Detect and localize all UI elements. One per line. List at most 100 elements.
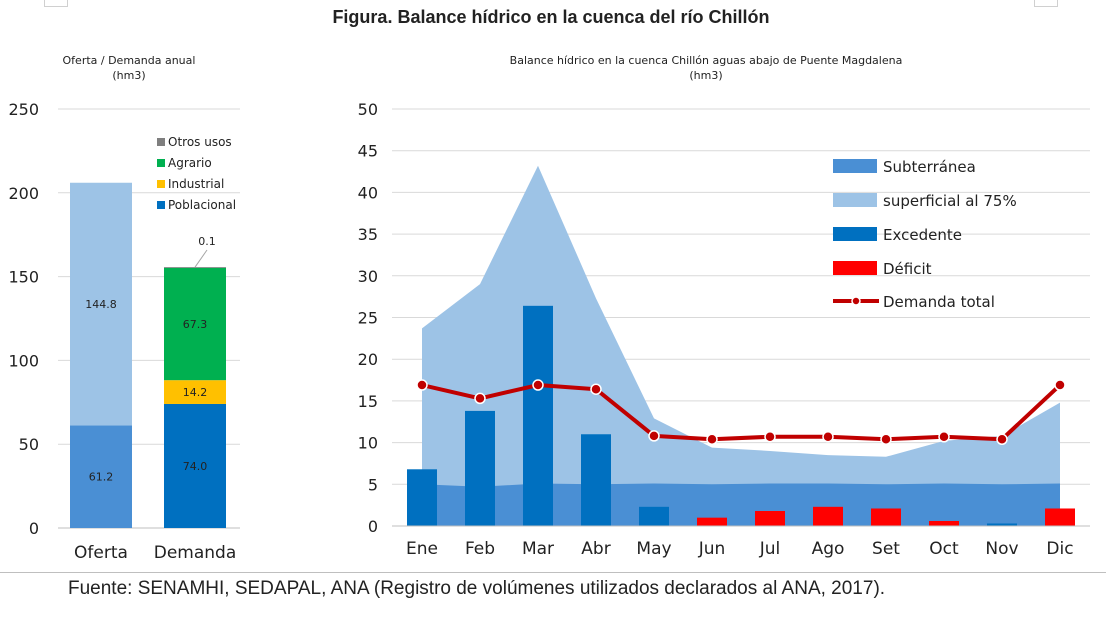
bar-segment [70, 182, 132, 426]
y-tick-label: 50 [358, 100, 378, 119]
x-tick-label: May [636, 539, 671, 559]
x-tick-label: Ene [406, 539, 438, 559]
figure-title: Figura. Balance hídrico en la cuenca del… [332, 7, 770, 27]
y-tick-label: 15 [358, 392, 378, 411]
bar-excedente [639, 506, 669, 526]
point-demanda-total [1054, 379, 1066, 391]
x-tick-label: Abr [581, 539, 610, 559]
point-demanda-total [880, 433, 892, 446]
y-tick-label: 30 [358, 267, 378, 286]
y-tick-label: 50 [19, 435, 39, 454]
bar-excedente [407, 469, 437, 526]
x-tick-label: Oferta [74, 543, 128, 563]
callout-line [194, 249, 208, 268]
point-demanda-total [590, 383, 602, 395]
chart-canvas: Oferta / Demanda anual (hm3) 05010015020… [8, 54, 1090, 563]
bar-deficit [697, 517, 727, 526]
bar-excedente [465, 410, 495, 526]
point-demanda-total [938, 431, 950, 443]
legend-label: Demanda total [883, 293, 995, 311]
legend-label: Agrario [168, 156, 212, 170]
x-tick-label: Jul [759, 539, 781, 559]
area-superficial [422, 165, 1060, 526]
y-tick-label: 10 [358, 434, 378, 453]
legend-label: Subterránea [883, 158, 976, 176]
legend-label: superficial al 75% [883, 192, 1017, 210]
right-chart: Balance hídrico en la cuenca Chillón agu… [358, 54, 1090, 559]
x-tick-label: Oct [929, 539, 959, 559]
legend-swatch [157, 159, 165, 167]
legend-swatch [157, 138, 165, 146]
legend-swatch [833, 159, 877, 173]
bar-excedente [581, 434, 611, 526]
bar-deficit [813, 506, 843, 526]
bar-segment [164, 267, 226, 269]
left-chart: Oferta / Demanda anual (hm3) 0 50 100 150 20… [8, 54, 240, 563]
legend-label: Poblacional [168, 198, 236, 212]
data-label: 14.2 [183, 386, 208, 399]
point-demanda-total [822, 431, 834, 443]
y-tick-label: 45 [358, 142, 378, 161]
legend-swatch [833, 227, 877, 241]
data-label: 67.3 [183, 318, 208, 331]
bar-deficit [1045, 508, 1075, 526]
bar-excedente [523, 305, 553, 526]
left-chart-subtitle: (hm3) [112, 69, 145, 82]
x-tick-label: Nov [985, 539, 1018, 559]
x-tick-label: Dic [1046, 539, 1073, 559]
point-demanda-total [764, 431, 776, 443]
x-tick-label: Mar [522, 539, 554, 559]
left-chart-title: Oferta / Demanda anual [63, 54, 196, 67]
page-corner-right [1034, 0, 1058, 7]
page-corner-left [44, 0, 68, 7]
bar-deficit [755, 510, 785, 526]
legend-swatch [157, 180, 165, 188]
bar-deficit [871, 508, 901, 526]
legend-label: Déficit [883, 260, 932, 278]
area-subterranea [422, 483, 1060, 526]
x-tick-label: Jun [698, 539, 726, 559]
legend-swatch [833, 261, 877, 275]
x-tick-label: Ago [812, 539, 845, 559]
point-demanda-total [416, 379, 428, 391]
bar-segment [164, 267, 226, 381]
point-demanda-total [996, 433, 1008, 446]
y-tick-label: 20 [358, 350, 378, 369]
y-tick-label: 35 [358, 225, 378, 244]
data-label: 144.8 [85, 298, 117, 311]
legend-label: Industrial [168, 177, 224, 191]
right-chart-title: Balance hídrico en la cuenca Chillón agu… [510, 54, 903, 67]
y-tick-label: 250 [8, 100, 39, 119]
divider-line [0, 572, 1106, 573]
legend-label: Otros usos [168, 135, 232, 149]
bar-segment [164, 403, 226, 528]
point-demanda-total [532, 379, 544, 391]
y-tick-label: 0 [29, 519, 39, 538]
legend-swatch [157, 201, 165, 209]
y-tick-label: 100 [8, 351, 39, 370]
point-demanda-total [706, 433, 718, 446]
x-tick-label: Set [872, 539, 900, 559]
y-tick-label: 200 [8, 184, 39, 203]
bar-deficit [929, 520, 959, 526]
bar-excedente [987, 523, 1017, 526]
y-tick-label: 40 [358, 183, 378, 202]
legend-swatch [851, 296, 861, 306]
x-tick-label: Demanda [154, 543, 237, 563]
point-demanda-total [648, 430, 660, 442]
source-note: Fuente: SENAMHI, SEDAPAL, ANA (Registro … [68, 578, 886, 599]
y-tick-label: 25 [358, 309, 378, 328]
y-tick-label: 0 [368, 517, 378, 536]
point-demanda-total [474, 392, 486, 405]
legend-swatch [833, 193, 877, 207]
bar-segment [164, 380, 226, 404]
bar-segment [70, 425, 132, 528]
data-label: 74.0 [183, 460, 208, 473]
x-tick-label: Feb [465, 539, 495, 559]
line-demanda-total [421, 383, 1062, 442]
y-tick-label: 150 [8, 268, 39, 287]
right-chart-subtitle: (hm3) [689, 69, 722, 82]
y-tick-label: 5 [368, 475, 378, 494]
data-label: 61.2 [89, 471, 114, 484]
legend-label: Excedente [883, 226, 962, 244]
